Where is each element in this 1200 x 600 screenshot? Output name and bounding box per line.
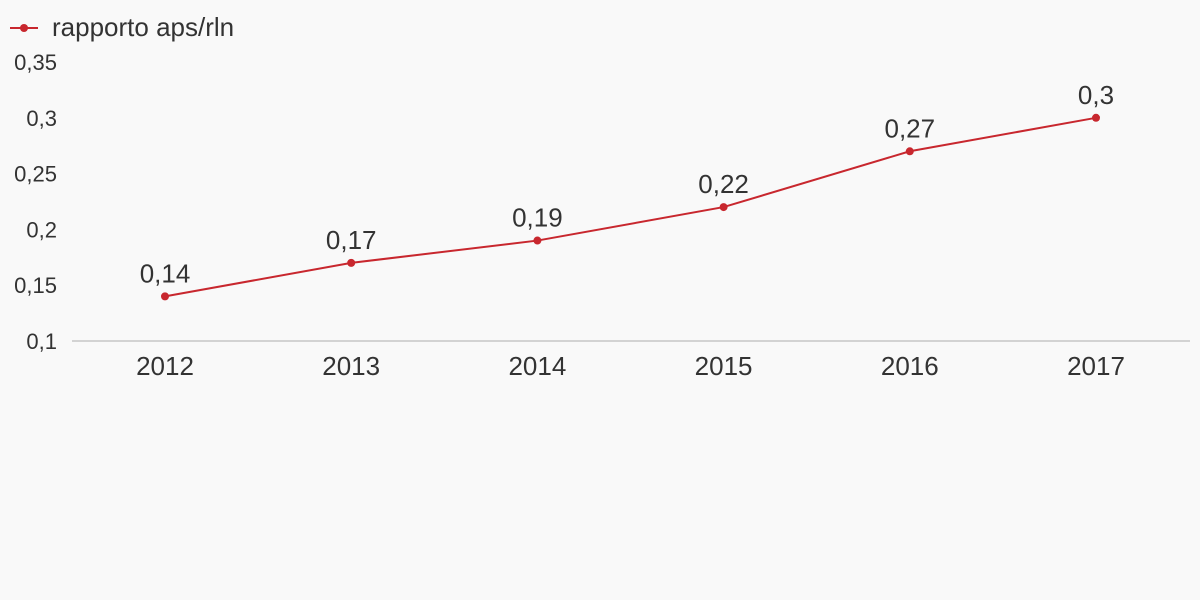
data-labels: 0,14 0,17 0,19 0,22 0,27 0,3 — [140, 80, 1114, 289]
legend-marker-icon — [20, 24, 28, 32]
data-label: 0,19 — [512, 203, 563, 233]
data-label: 0,14 — [140, 258, 191, 288]
data-label: 0,17 — [326, 225, 377, 255]
y-tick-label: 0,15 — [14, 273, 57, 298]
legend[interactable]: rapporto aps/rln — [10, 12, 234, 42]
y-tick-label: 0,35 — [14, 50, 57, 75]
x-axis: 2012 2013 2014 2015 2016 2017 — [136, 351, 1125, 381]
data-point[interactable] — [161, 292, 169, 301]
series-line — [164, 116, 1097, 298]
x-tick-label: 2013 — [322, 351, 380, 381]
data-label: 0,3 — [1078, 80, 1114, 110]
x-tick-label: 2017 — [1067, 351, 1125, 381]
y-tick-label: 0,1 — [26, 329, 57, 354]
data-point[interactable] — [533, 236, 542, 245]
y-tick-label: 0,25 — [14, 162, 57, 187]
data-point[interactable] — [1092, 113, 1100, 122]
y-tick-label: 0,2 — [26, 217, 57, 242]
x-tick-label: 2015 — [695, 351, 753, 381]
data-point[interactable] — [905, 147, 914, 156]
x-tick-label: 2012 — [136, 351, 194, 381]
legend-label: rapporto aps/rln — [52, 12, 234, 42]
data-points — [161, 113, 1100, 301]
data-label: 0,27 — [884, 113, 935, 143]
data-point[interactable] — [719, 203, 728, 212]
y-axis: 0,1 0,15 0,2 0,25 0,3 0,35 — [14, 50, 57, 354]
y-tick-label: 0,3 — [26, 106, 57, 131]
data-label: 0,22 — [698, 169, 749, 199]
x-tick-label: 2014 — [508, 351, 566, 381]
data-point[interactable] — [347, 258, 356, 267]
x-tick-label: 2016 — [881, 351, 939, 381]
